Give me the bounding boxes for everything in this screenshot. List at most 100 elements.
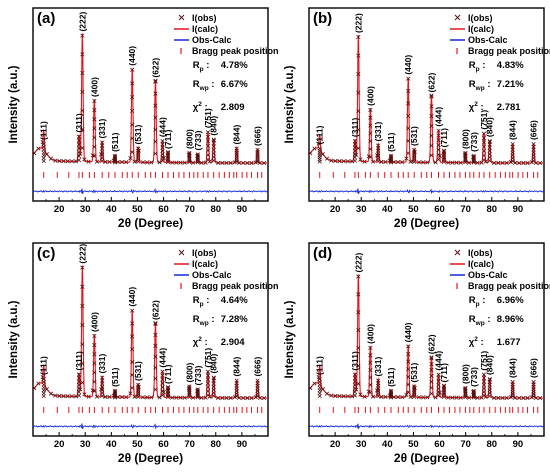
obs-point: [436, 128, 441, 133]
obs-point: [496, 395, 501, 400]
obs-point: [211, 378, 216, 383]
obs-point: [308, 151, 313, 156]
obs-point: [406, 101, 411, 106]
obs-point: [429, 367, 434, 373]
diff-curve-line: [32, 423, 269, 430]
obs-point: [187, 152, 192, 157]
panel-a: 20 30 40 50 60 70 80 90 2θ (Degree) Intensity (a.…: [8, 7, 279, 230]
obs-point: [228, 395, 233, 400]
obs-point: [80, 145, 85, 151]
obs-point: [356, 328, 361, 333]
obs-point: [130, 347, 135, 352]
obs-point: [317, 376, 322, 382]
rwp-value: 7.21%: [497, 79, 524, 90]
y-axis-label: Intensity (a.u.): [284, 300, 296, 378]
peak-label: (711): [439, 363, 449, 383]
obs-point: [500, 395, 505, 400]
obs-point: [436, 375, 441, 381]
peak-label: (800): [460, 364, 470, 384]
bragg-ticks: [43, 171, 263, 178]
obs-point: [356, 363, 361, 368]
obs-point: [124, 160, 129, 165]
obs-point: [100, 381, 105, 386]
obs-point: [160, 369, 165, 374]
legend-diff-label: Obs-Calc: [192, 270, 232, 280]
obs-point: [160, 393, 165, 398]
obs-point: [463, 388, 468, 394]
obs-point: [205, 385, 211, 390]
obs-point: [368, 123, 373, 128]
obs-point: [130, 81, 135, 86]
obs-point: [388, 388, 394, 394]
obs-point: [216, 160, 221, 165]
obs-point: [145, 160, 150, 165]
obs-point: [324, 156, 330, 161]
obs-point: [53, 158, 58, 163]
obs-point: [160, 142, 165, 147]
obs-point: [429, 133, 434, 138]
obs-point: [383, 159, 388, 165]
obs-point: [160, 152, 165, 157]
obs-point: [153, 354, 158, 359]
obs-point: [187, 155, 192, 160]
obs-point: [487, 148, 492, 153]
rwp-label: Rwp :: [193, 79, 215, 92]
obs-point: [395, 160, 401, 165]
obs-point: [44, 387, 49, 392]
rp-label: Rp :: [469, 295, 486, 308]
obs-point: [211, 393, 216, 398]
obs-point: [388, 153, 394, 159]
obs-point: [86, 159, 91, 164]
obs-point: [153, 91, 158, 96]
obs-point: [406, 88, 411, 94]
peak-label: (111): [315, 356, 325, 375]
obs-point: [350, 394, 355, 399]
panel-label: (b): [313, 10, 332, 27]
obs-point: [80, 89, 85, 94]
peak-label: (751): [203, 348, 213, 368]
obs-point: [165, 153, 171, 159]
obs-point: [481, 144, 487, 149]
obs-markers: [32, 33, 267, 166]
obs-point: [195, 387, 200, 392]
obs-point: [40, 374, 45, 380]
obs-point: [446, 160, 451, 165]
obs-point: [228, 160, 233, 165]
obs-point: [463, 153, 468, 159]
obs-point: [165, 395, 171, 400]
obs-point: [100, 378, 105, 383]
obs-point: [475, 160, 480, 165]
obs-point: [205, 373, 211, 378]
obs-point: [65, 159, 70, 164]
obs-point: [368, 345, 373, 350]
x-tick-label: 30: [80, 204, 91, 215]
obs-point: [69, 159, 74, 164]
obs-point: [481, 386, 487, 391]
obs-point: [61, 159, 66, 164]
rp-label: Rp :: [193, 295, 210, 308]
obs-point: [130, 122, 135, 127]
obs-point: [406, 382, 411, 387]
obs-point: [36, 146, 41, 151]
obs-point: [245, 160, 250, 166]
x-tick-label: 60: [158, 204, 169, 215]
obs-point: [92, 126, 97, 131]
obs-point: [352, 138, 358, 144]
legend-obs-label: I(obs): [468, 13, 493, 23]
obs-point: [406, 113, 411, 119]
obs-point: [224, 395, 229, 400]
obs-point: [337, 394, 342, 399]
obs-point: [182, 395, 187, 400]
obs-point: [205, 369, 211, 374]
obs-point: [481, 131, 487, 136]
obs-point: [80, 108, 85, 113]
peak-label: (844): [508, 358, 518, 378]
x-tick-label: 80: [486, 204, 497, 215]
obs-point: [429, 356, 434, 361]
fit-statistics: Rp : 4.83% Rwp : 7.21% χ2 : 2.781: [469, 60, 524, 113]
obs-point: [80, 127, 85, 132]
obs-point: [368, 353, 373, 358]
obs-point: [406, 344, 411, 349]
obs-point: [130, 372, 135, 378]
